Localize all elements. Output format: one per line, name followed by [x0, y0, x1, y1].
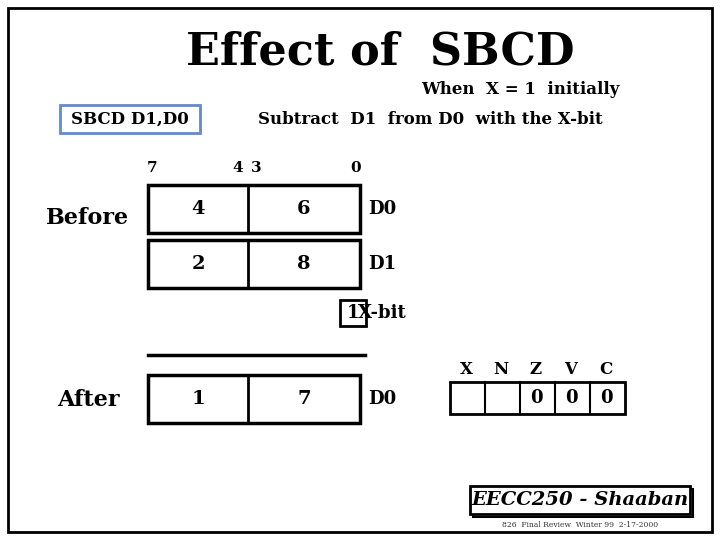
Text: 0: 0 [600, 389, 612, 407]
Text: V: V [564, 361, 577, 379]
Text: 826  Final Review  Winter 99  2-17-2000: 826 Final Review Winter 99 2-17-2000 [502, 521, 658, 529]
Text: 3: 3 [251, 161, 261, 175]
Text: 0: 0 [351, 161, 361, 175]
Text: 8: 8 [297, 255, 311, 273]
Text: 7: 7 [297, 390, 311, 408]
Text: 0: 0 [564, 389, 577, 407]
Bar [450, 382, 625, 414]
Bar [148, 185, 360, 233]
Text: 0: 0 [530, 389, 542, 407]
Text: 1: 1 [347, 304, 359, 322]
Text: Subtract  D1  from D0  with the X-bit: Subtract D1 from D0 with the X-bit [258, 111, 602, 127]
Text: D0: D0 [368, 200, 396, 218]
Bar [60, 105, 200, 133]
Text: 1: 1 [191, 390, 205, 408]
Text: SBCD D1,D0: SBCD D1,D0 [71, 111, 189, 127]
Text: D1: D1 [368, 255, 396, 273]
Text: N: N [493, 361, 508, 379]
Text: 2: 2 [192, 255, 204, 273]
Text: C: C [599, 361, 613, 379]
Text: X: X [459, 361, 472, 379]
Text: 4: 4 [192, 200, 204, 218]
Text: 4: 4 [233, 161, 243, 175]
Bar [473, 489, 693, 517]
Bar [340, 300, 366, 326]
Bar [148, 375, 360, 423]
Text: Before: Before [46, 207, 130, 229]
Text: Effect of  SBCD: Effect of SBCD [186, 30, 575, 73]
Text: D0: D0 [368, 390, 396, 408]
Text: After: After [57, 389, 120, 411]
Text: 6: 6 [297, 200, 311, 218]
Text: Z: Z [530, 361, 542, 379]
Text: When  X = 1  initially: When X = 1 initially [422, 82, 620, 98]
Text: X-bit: X-bit [358, 304, 406, 322]
Bar [470, 486, 690, 514]
Bar [148, 240, 360, 288]
Text: EECC250 - Shaaban: EECC250 - Shaaban [472, 491, 688, 509]
Text: 7: 7 [147, 161, 157, 175]
